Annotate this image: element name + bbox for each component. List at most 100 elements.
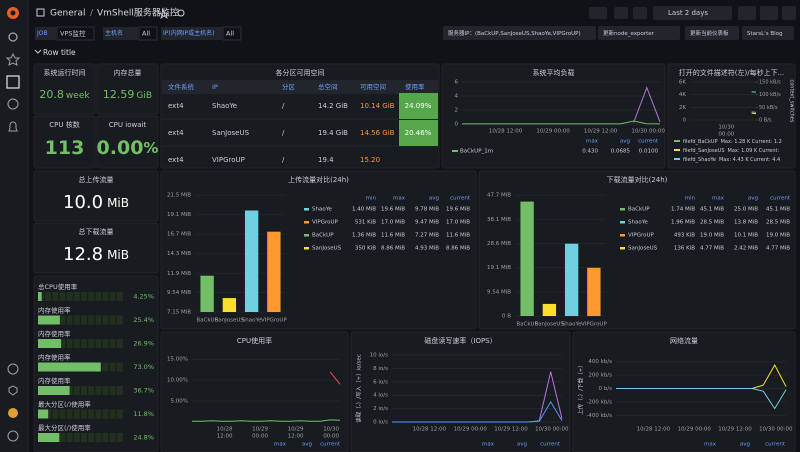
dashboard-link-text[interactable]: 服务器IP：(BaCkUP,SanJoseUS,ShaoYe,VIPGroUP) xyxy=(448,29,581,37)
table-header-cell[interactable]: 可用空间 xyxy=(360,82,386,91)
gauge-bar xyxy=(38,386,70,395)
variable-select[interactable] xyxy=(56,26,95,41)
refresh-button[interactable] xyxy=(760,6,778,20)
row-chevron[interactable] xyxy=(34,49,42,54)
table-header-cell[interactable]: 文件系统 xyxy=(168,82,195,91)
legend-entry[interactable]: filefd_ShaoYe Max: 4.43 K Current: 4.4 xyxy=(683,157,780,163)
zoom-button[interactable] xyxy=(738,6,756,20)
legend-swatch xyxy=(674,140,680,142)
alert-icon[interactable] xyxy=(8,121,18,132)
config-icon[interactable] xyxy=(7,363,19,375)
panel-title: 系统运行时间 xyxy=(44,68,86,77)
dashboard-link[interactable] xyxy=(598,26,680,40)
shield-icon[interactable] xyxy=(8,385,18,396)
starred-icon[interactable] xyxy=(5,52,21,66)
variable-select[interactable] xyxy=(138,26,158,41)
legend-name[interactable]: BaCkUP xyxy=(628,207,650,213)
table-header-cell[interactable]: 总空间 xyxy=(318,82,338,91)
legend-value: 9.78 MiB xyxy=(415,207,439,213)
y2-axis-label: context_switches xyxy=(789,80,795,123)
search-icon[interactable] xyxy=(8,32,18,42)
variable-label-box xyxy=(161,27,222,40)
legend-header: max xyxy=(586,139,599,145)
gauge-label: 内存使用率 xyxy=(38,329,71,338)
table-cell: ShaoYe xyxy=(212,102,237,110)
grid-icon xyxy=(36,8,45,17)
dashboard-link[interactable] xyxy=(685,26,739,40)
variable-value[interactable]: All xyxy=(142,30,150,38)
settings-button[interactable] xyxy=(633,7,647,19)
legend-name[interactable]: VIPGroUP xyxy=(628,233,654,239)
share-button[interactable] xyxy=(177,9,185,17)
variable-value[interactable]: VPS监控 xyxy=(60,29,86,38)
bar xyxy=(244,210,259,312)
gauge-cell xyxy=(88,315,95,325)
variable-value[interactable]: All xyxy=(226,30,234,38)
gauge-cell xyxy=(109,292,116,301)
panel-title: 磁盘读写速率（IOPS） xyxy=(424,336,496,345)
table-header-cell[interactable]: 使用率 xyxy=(405,82,425,91)
legend-name[interactable]: SanJoseUS xyxy=(628,246,658,252)
stat-panel xyxy=(33,63,96,115)
dashboard-link[interactable] xyxy=(443,26,596,40)
y-tick-label: 21.5 MiB xyxy=(167,193,191,199)
variable-select[interactable] xyxy=(222,26,242,41)
bar xyxy=(267,231,281,312)
breadcrumb-folder[interactable]: General xyxy=(50,9,85,19)
dashboard-link-text[interactable]: 更新当前仪表板 xyxy=(690,29,729,37)
gauge-cell xyxy=(95,433,102,442)
x-tick-label: 10/30 00:00 xyxy=(535,427,569,433)
legend-name[interactable]: ShaoYe xyxy=(628,220,648,226)
series-line xyxy=(462,120,661,125)
dashboards-icon[interactable] xyxy=(6,75,20,89)
legend-name[interactable]: ShaoYe xyxy=(312,207,332,213)
legend-value: 28.5 MiB xyxy=(700,220,724,226)
gauge-cell xyxy=(59,292,66,301)
gauge-label: 最大分区(/)使用率 xyxy=(38,400,91,409)
timeseries-fd: 0 2K 4K 6K 0 B/s 50 kB/s 100 kB/s 150 kB/s conte… xyxy=(674,80,795,163)
explore-icon[interactable] xyxy=(7,98,19,110)
legend-name[interactable]: BaCkUP xyxy=(312,233,334,239)
legend-value: 0.430 xyxy=(582,149,598,155)
gauge-value: 24.8% xyxy=(133,434,154,442)
save-button[interactable] xyxy=(614,7,628,19)
y2-tick-label: 0 B/s xyxy=(759,118,772,124)
table-header-cell[interactable]: IP xyxy=(212,83,218,91)
x-tick-label: 10/28 12:00 xyxy=(489,129,523,135)
dashboard-link-text[interactable]: 更新node_exporter xyxy=(603,29,655,37)
x-tick-label: BaCkUP xyxy=(196,318,218,324)
legend-value: 19.6 MiB xyxy=(446,207,470,213)
gauge-cell xyxy=(102,362,109,372)
row-title[interactable]: Row title xyxy=(43,48,76,57)
avatar[interactable] xyxy=(8,408,18,418)
time-picker[interactable] xyxy=(653,6,732,20)
legend-entry[interactable]: filefd_SanJoseUS Max: 1.09 K Current: xyxy=(683,148,779,154)
table-cell: 14.2 GiB xyxy=(318,102,348,110)
table-cell: ext4 xyxy=(168,102,184,110)
table-header-cell[interactable]: 分区 xyxy=(282,82,296,91)
legend-swatch xyxy=(674,149,680,151)
y-tick-label: -200 kb/s xyxy=(586,399,612,405)
legend-name[interactable]: VIPGroUP xyxy=(312,220,338,226)
gauge-bar xyxy=(38,362,101,372)
tv-button[interactable] xyxy=(782,6,796,20)
legend-name[interactable]: SanJoseUS xyxy=(312,246,342,252)
legend-name[interactable]: BaCkUP_1m xyxy=(460,149,493,155)
panel-title: 总上传流量 xyxy=(79,175,114,184)
help-icon[interactable] xyxy=(7,430,19,442)
x-tick-label: SanJoseUS xyxy=(535,322,565,328)
y-tick-label: 200 kb/s xyxy=(588,373,612,379)
legend-entry[interactable]: filefd_BaCkUP Max: 1.28 K Current: 1.2 xyxy=(683,139,782,145)
time-range[interactable]: Last 2 days xyxy=(668,9,708,17)
legend-header: current xyxy=(765,442,786,448)
bar xyxy=(222,298,237,312)
stat-unit: MiB xyxy=(107,196,129,210)
series-line xyxy=(329,371,341,385)
star-button[interactable] xyxy=(159,8,169,19)
dashboard-link-text[interactable]: StarsL's Blog xyxy=(747,31,783,37)
gauge-cell xyxy=(81,386,87,395)
dashboard-link[interactable] xyxy=(742,26,794,40)
dashboard-title[interactable]: VmShell服务器监控 xyxy=(97,7,179,19)
add-panel-button[interactable] xyxy=(589,7,607,19)
